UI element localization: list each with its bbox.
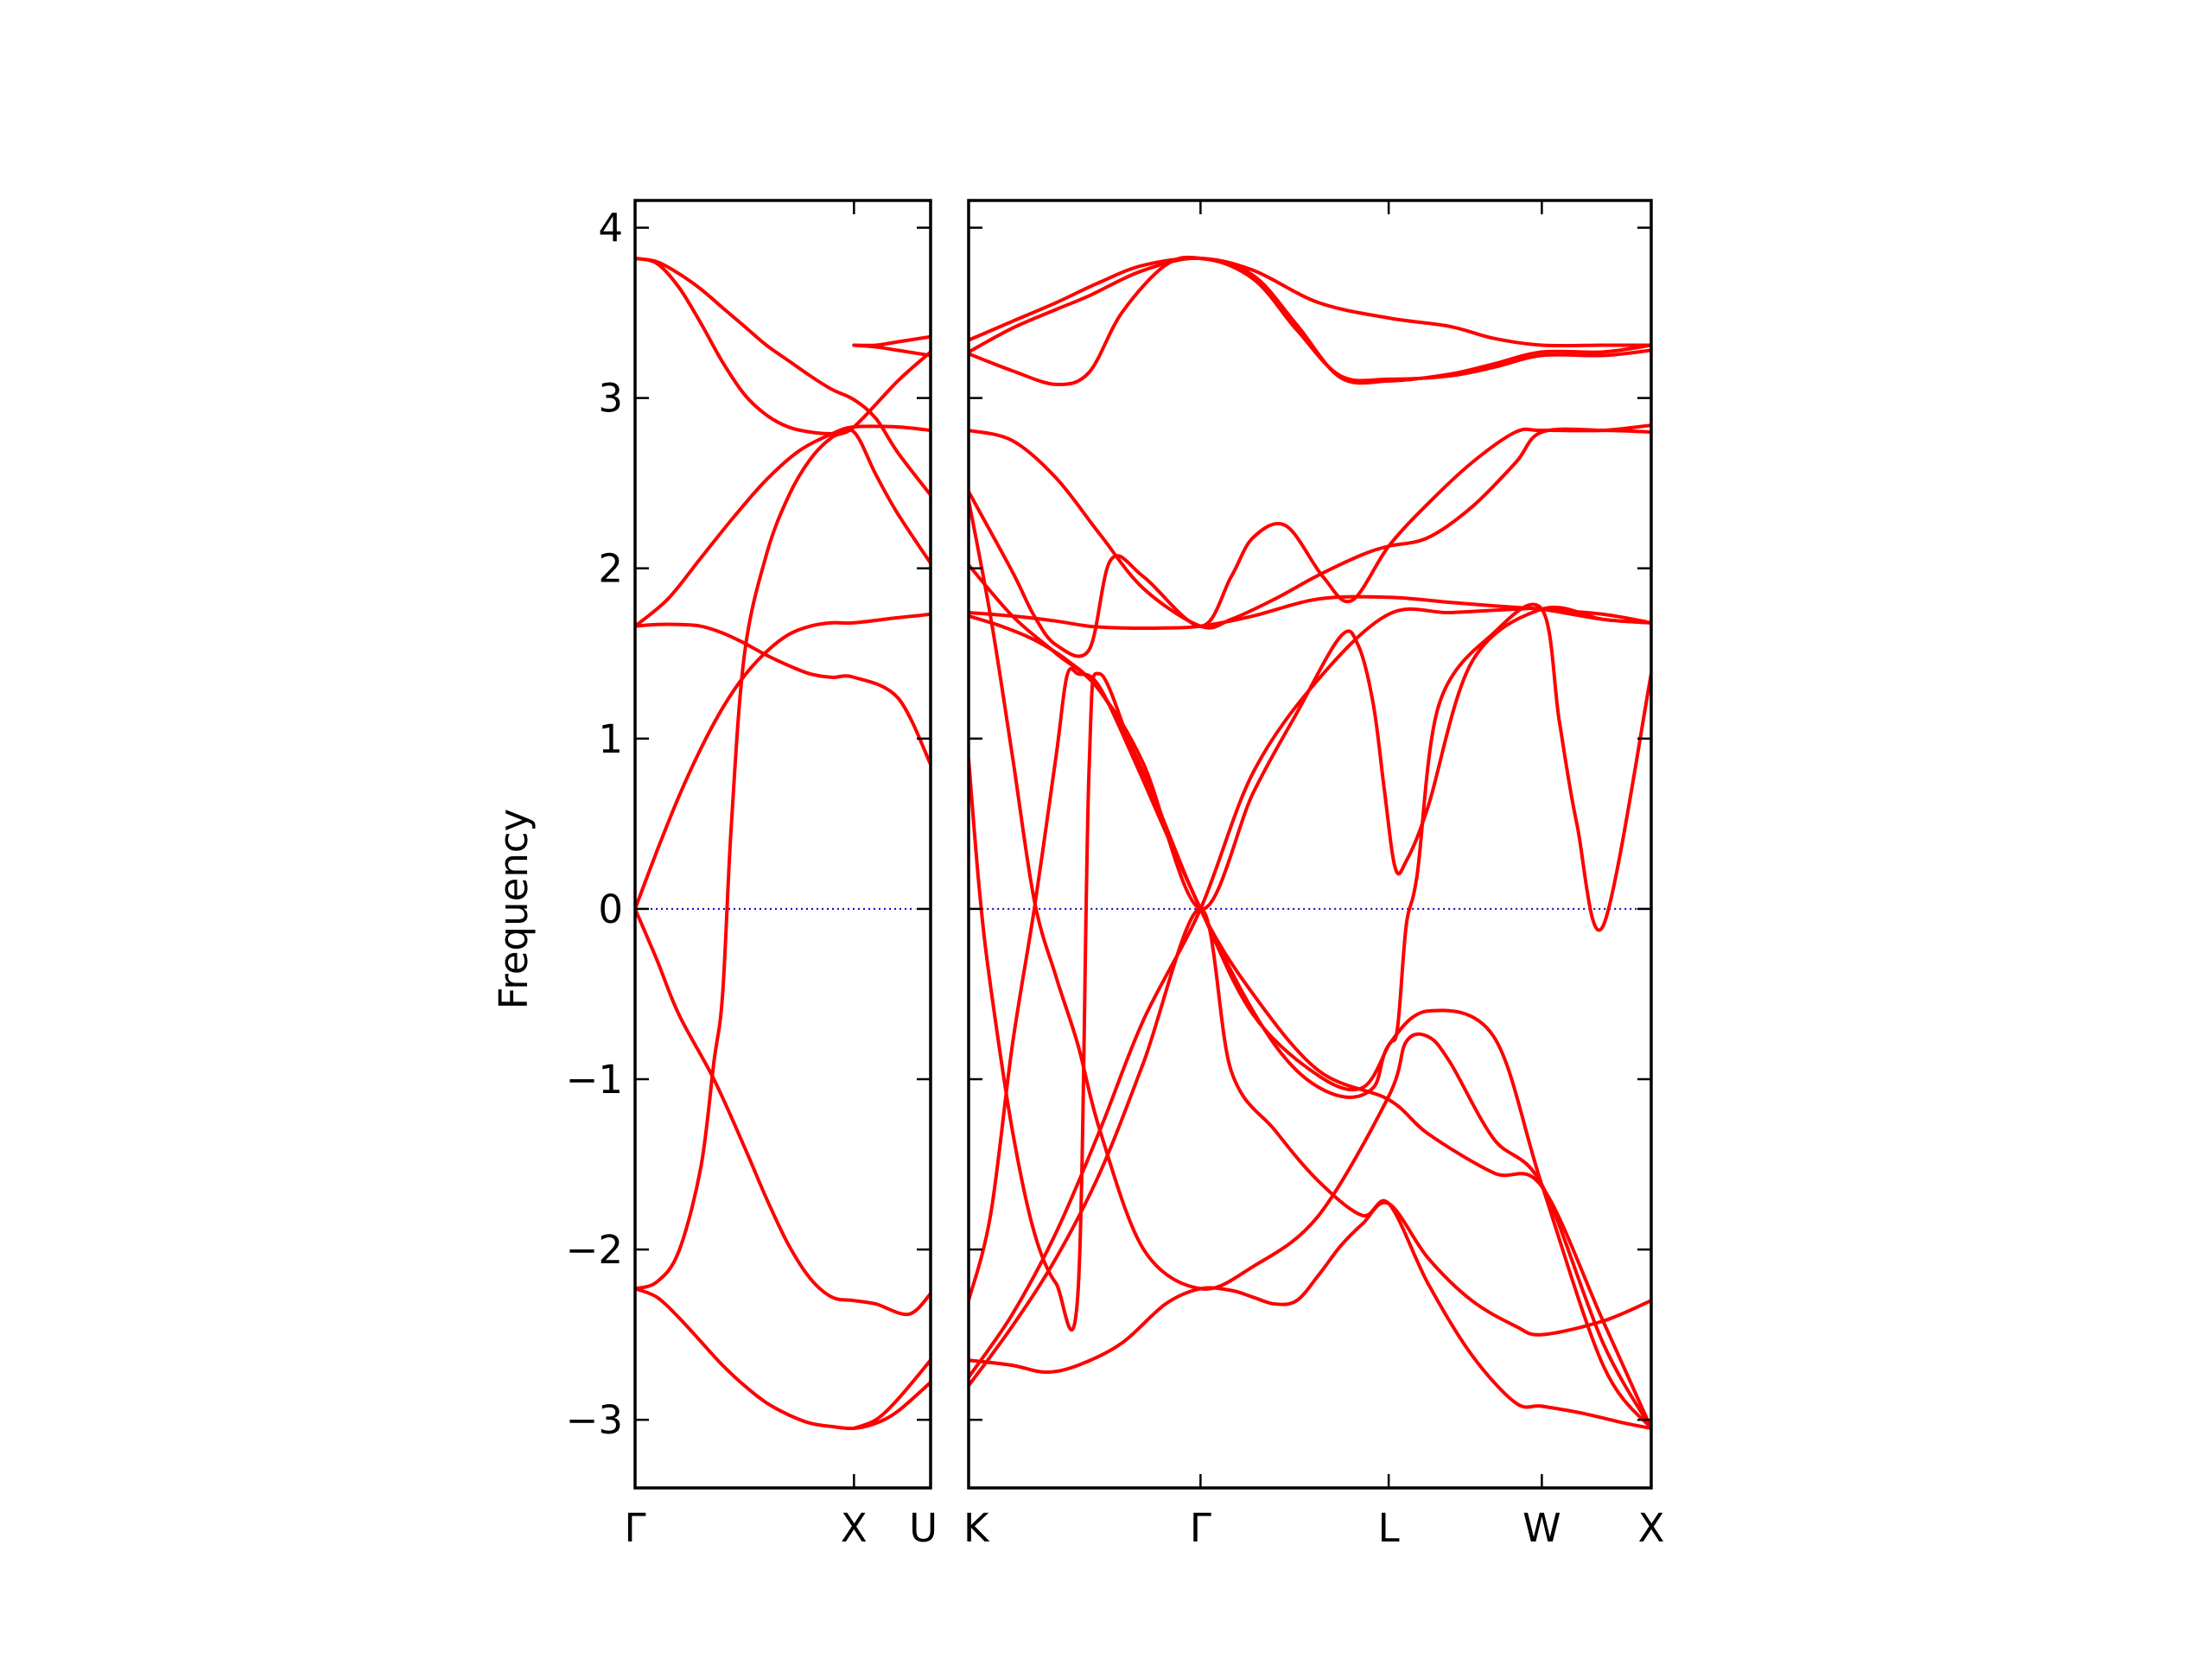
band-line	[635, 257, 931, 565]
x-tick-label: X	[841, 1505, 868, 1551]
band-line	[969, 602, 1651, 1332]
y-tick-label: 4	[598, 206, 623, 251]
band-line	[969, 606, 1651, 1379]
band-line	[969, 498, 1651, 1430]
x-tick-label: K	[963, 1505, 990, 1551]
y-tick-label: −3	[566, 1397, 623, 1443]
band-line	[635, 612, 931, 911]
x-tick-label: Γ	[1190, 1505, 1211, 1551]
y-tick-label: 2	[598, 546, 623, 592]
band-line	[969, 666, 1651, 1430]
band-line	[635, 257, 931, 497]
bands-group	[635, 257, 931, 1431]
band-line	[969, 423, 1651, 658]
y-tick-label: −1	[566, 1057, 623, 1103]
panel-gamma-x-u: −3 −2 −1 0 1 2 3 4 Γ X U	[566, 199, 938, 1551]
x-tick-label: X	[1638, 1505, 1665, 1551]
y-tick-label: 1	[598, 716, 623, 762]
y-tick-label: 0	[598, 887, 623, 932]
band-line	[852, 1358, 931, 1430]
band-line	[635, 906, 931, 1317]
band-line	[635, 350, 931, 1291]
axes-frame	[633, 199, 932, 1490]
band-line	[635, 622, 931, 766]
band-line	[969, 1200, 1651, 1374]
y-axis-label: Frequency	[491, 809, 537, 1009]
band-line	[852, 343, 931, 358]
axes-frame	[967, 199, 1653, 1490]
band-line	[635, 1287, 931, 1431]
band-line	[969, 563, 1651, 1430]
band-line	[852, 334, 931, 347]
band-line	[635, 424, 931, 628]
x-tick-label: W	[1522, 1505, 1561, 1551]
y-tick-label: 3	[598, 376, 623, 422]
band-line	[969, 255, 1651, 386]
band-line	[969, 256, 1651, 383]
band-line	[969, 427, 1651, 630]
y-tick-label: −2	[566, 1227, 623, 1273]
x-tick-label: L	[1378, 1505, 1400, 1551]
x-tick-label: U	[909, 1505, 938, 1551]
band-line	[969, 906, 1651, 1430]
x-tick-label: Γ	[624, 1505, 645, 1551]
bands-group	[969, 255, 1651, 1430]
band-line	[969, 256, 1651, 348]
